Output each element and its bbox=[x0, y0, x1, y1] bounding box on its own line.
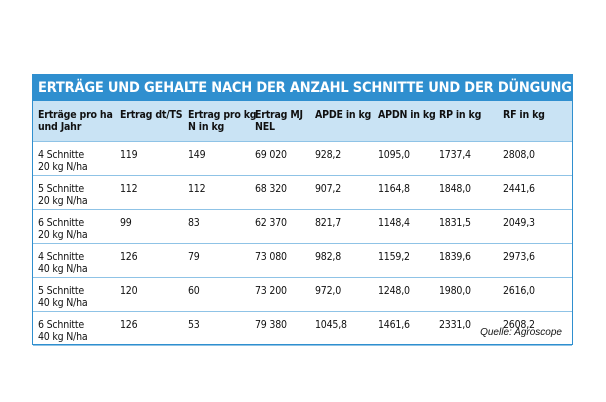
table-cell: 2441,6 bbox=[503, 183, 535, 195]
table-cell: 79 bbox=[188, 251, 200, 263]
table-cell: 1045,8 bbox=[315, 319, 347, 331]
table-cell: 2608,2 bbox=[503, 319, 535, 331]
table-cell: 60 bbox=[188, 285, 200, 297]
row-divider bbox=[33, 277, 572, 278]
table-cell: 1159,2 bbox=[378, 251, 410, 263]
table-cell: 149 bbox=[188, 149, 206, 161]
table-header-row: Erträge pro ha und Jahr Ertrag dt/TS Ertrag… bbox=[33, 101, 572, 141]
table-cell: 126 bbox=[120, 319, 138, 331]
row-label: 4 Schnitte 20 kg N/ha bbox=[38, 149, 88, 173]
table-cell: 1461,6 bbox=[378, 319, 410, 331]
row-divider bbox=[33, 209, 572, 210]
table-cell: 99 bbox=[120, 217, 132, 229]
table-cell: 2049,3 bbox=[503, 217, 535, 229]
row-label: 5 Schnitte 40 kg N/ha bbox=[38, 285, 88, 309]
table-cell: 73 080 bbox=[255, 251, 287, 263]
table-cell: 821,7 bbox=[315, 217, 342, 229]
table-cell: 53 bbox=[188, 319, 200, 331]
column-header: RP in kg bbox=[439, 109, 482, 121]
table-cell: 83 bbox=[188, 217, 200, 229]
table-cell: 126 bbox=[120, 251, 138, 263]
column-header: APDE in kg bbox=[315, 109, 372, 121]
table-cell: 62 370 bbox=[255, 217, 287, 229]
table-cell: 119 bbox=[120, 149, 138, 161]
table-row: 5 Schnitte 20 kg N/ha 112 112 68 320 907,2 116… bbox=[33, 175, 572, 209]
table-cell: 2808,0 bbox=[503, 149, 535, 161]
table-cell: 1831,5 bbox=[439, 217, 471, 229]
table-cell: 1848,0 bbox=[439, 183, 471, 195]
table-cell: 907,2 bbox=[315, 183, 342, 195]
table-cell: 1248,0 bbox=[378, 285, 410, 297]
table-cell: 982,8 bbox=[315, 251, 342, 263]
table-row: 6 Schnitte 40 kg N/ha 126 53 79 380 1045,8 146… bbox=[33, 311, 572, 345]
row-divider bbox=[33, 345, 572, 346]
table-cell: 1148,4 bbox=[378, 217, 410, 229]
column-header: Erträge pro ha und Jahr bbox=[38, 109, 113, 133]
row-divider bbox=[33, 141, 572, 142]
table-row: 5 Schnitte 40 kg N/ha 120 60 73 200 972,0 1248… bbox=[33, 277, 572, 311]
table-cell: 112 bbox=[120, 183, 138, 195]
table-row: 4 Schnitte 20 kg N/ha 119 149 69 020 928,2 109… bbox=[33, 141, 572, 175]
table-row: 6 Schnitte 20 kg N/ha 99 83 62 370 821,7 1148,… bbox=[33, 209, 572, 243]
table-title: ERTRÄGE UND GEHALTE NACH DER ANZAHL SCHN… bbox=[33, 75, 572, 101]
column-header: APDN in kg bbox=[378, 109, 436, 121]
table-cell: 1095,0 bbox=[378, 149, 410, 161]
column-header: RF in kg bbox=[503, 109, 545, 121]
column-header: Ertrag MJ NEL bbox=[255, 109, 303, 133]
table-row: 4 Schnitte 40 kg N/ha 126 79 73 080 982,8 1159… bbox=[33, 243, 572, 277]
table-cell: 1839,6 bbox=[439, 251, 471, 263]
table-cell: 1980,0 bbox=[439, 285, 471, 297]
table-cell: 928,2 bbox=[315, 149, 342, 161]
row-label: 4 Schnitte 40 kg N/ha bbox=[38, 251, 88, 275]
table-cell: 2616,0 bbox=[503, 285, 535, 297]
table-cell: 2331,0 bbox=[439, 319, 471, 331]
row-label: 5 Schnitte 20 kg N/ha bbox=[38, 183, 88, 207]
column-header: Ertrag pro kg N in kg bbox=[188, 109, 257, 133]
table-cell: 68 320 bbox=[255, 183, 287, 195]
table-cell: 112 bbox=[188, 183, 206, 195]
row-divider bbox=[33, 311, 572, 312]
row-label: 6 Schnitte 20 kg N/ha bbox=[38, 217, 88, 241]
table-cell: 1164,8 bbox=[378, 183, 410, 195]
yield-table-panel: ERTRÄGE UND GEHALTE NACH DER ANZAHL SCHN… bbox=[32, 74, 573, 346]
table-cell: 1737,4 bbox=[439, 149, 471, 161]
row-divider bbox=[33, 243, 572, 244]
row-divider bbox=[33, 175, 572, 176]
source-note: Quelle: Agroscope bbox=[480, 327, 562, 338]
row-label: 6 Schnitte 40 kg N/ha bbox=[38, 319, 88, 343]
table-cell: 972,0 bbox=[315, 285, 342, 297]
table-cell: 79 380 bbox=[255, 319, 287, 331]
table-cell: 120 bbox=[120, 285, 138, 297]
table-cell: 73 200 bbox=[255, 285, 287, 297]
table-cell: 69 020 bbox=[255, 149, 287, 161]
table-cell: 2973,6 bbox=[503, 251, 535, 263]
column-header: Ertrag dt/TS bbox=[120, 109, 183, 121]
